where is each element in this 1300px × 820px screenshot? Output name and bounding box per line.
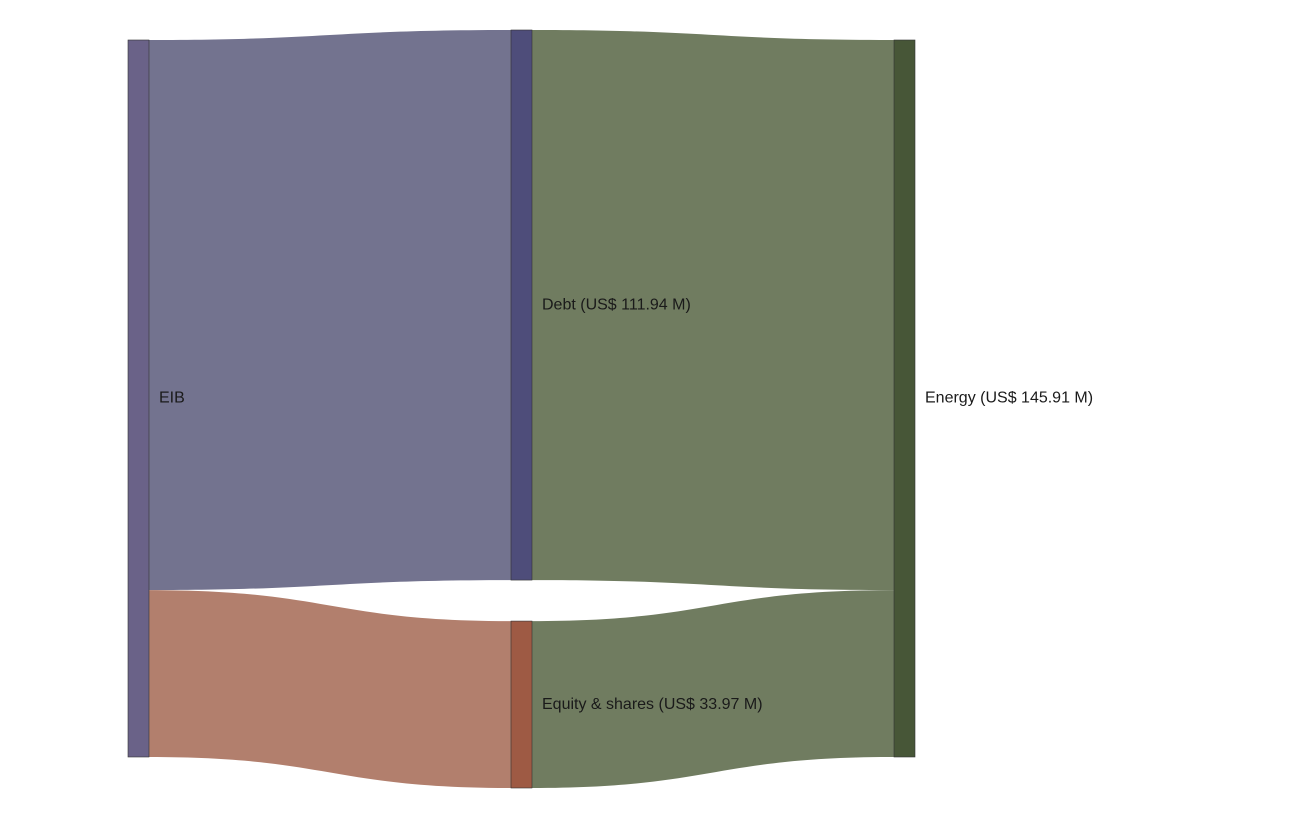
node-debt[interactable] — [510, 29, 533, 581]
link-debt-to-energy[interactable] — [532, 30, 894, 591]
node-label-eib: EIB — [159, 390, 185, 407]
link-eib-to-equity[interactable] — [149, 590, 511, 788]
node-label-energy: Energy (US$ 145.91 M) — [925, 390, 1093, 407]
node-label-debt: Debt (US$ 111.94 M) — [542, 296, 691, 313]
sankey-labels: EIB Debt (US$ 111.94 M) Equity & shares (U… — [159, 296, 1093, 713]
node-energy[interactable] — [893, 39, 916, 758]
sankey-links — [149, 30, 894, 788]
link-eib-to-debt[interactable] — [149, 30, 511, 591]
node-label-equity: Equity & shares (US$ 33.97 M) — [542, 696, 763, 713]
link-equity-to-energy[interactable] — [532, 590, 894, 788]
node-eib[interactable] — [127, 39, 150, 758]
sankey-nodes — [127, 29, 916, 789]
node-equity[interactable] — [510, 620, 533, 789]
